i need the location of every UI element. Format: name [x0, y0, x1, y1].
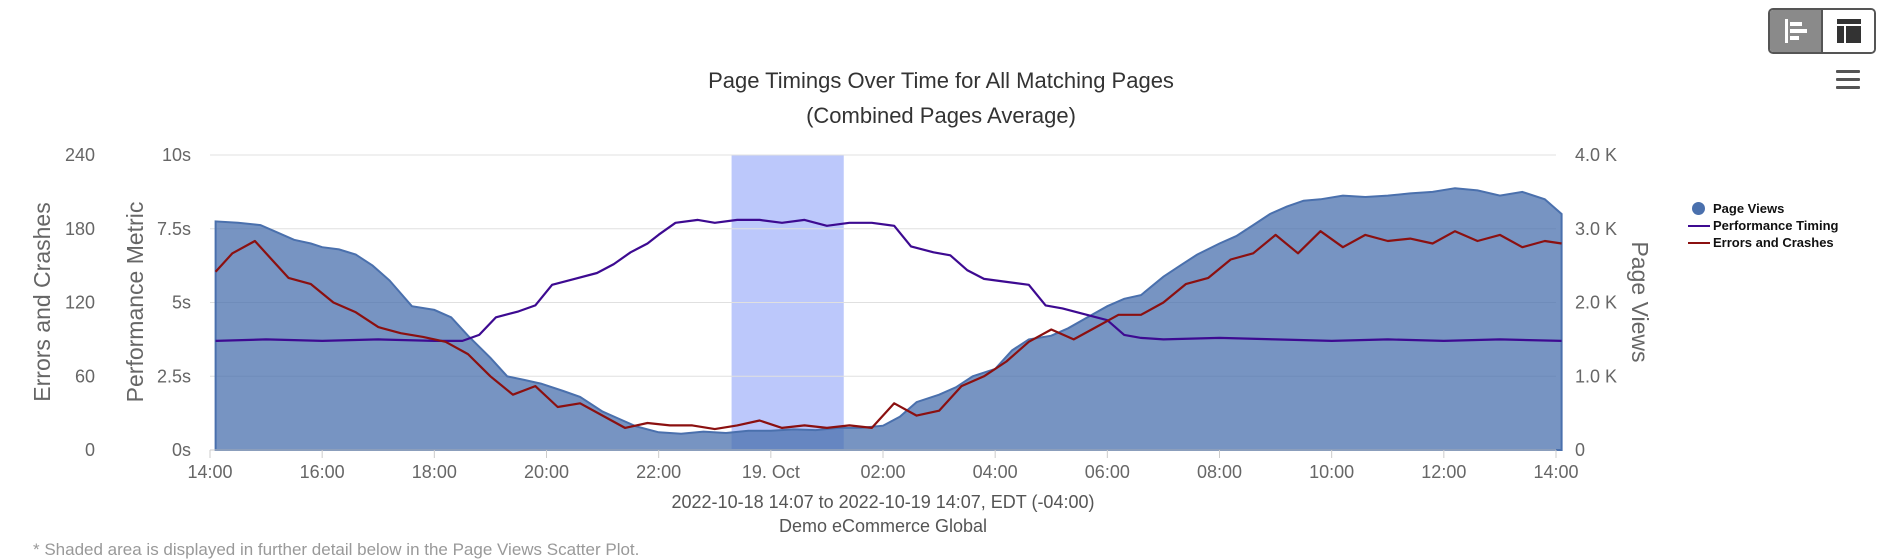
hamburger-menu-icon[interactable]: [1836, 70, 1860, 90]
x-tick-label: 20:00: [524, 462, 569, 482]
y-tick-label-errors: 120: [65, 293, 95, 313]
y-tick-label-errors: 240: [65, 145, 95, 165]
y-tick-label-performance: 10s: [162, 145, 191, 165]
y-axis-title-errors: Errors and Crashes: [29, 202, 55, 401]
table-view-button[interactable]: [1821, 10, 1874, 52]
legend-label-performance: Performance Timing: [1713, 218, 1839, 233]
y-tick-label-performance: 0s: [172, 440, 191, 460]
x-tick-label: 18:00: [412, 462, 457, 482]
y-axis-title-page-views: Page Views: [1627, 241, 1653, 362]
y-tick-label-page-views: 3.0 K: [1575, 219, 1617, 239]
x-axis-caption-2: Demo eCommerce Global: [779, 516, 987, 536]
y-tick-label-page-views: 0: [1575, 440, 1585, 460]
series-line-errors-and-crashes: [214, 230, 1562, 431]
x-tick-label: 06:00: [1085, 462, 1130, 482]
legend-line-errors: [1688, 241, 1710, 244]
legend-label-errors: Errors and Crashes: [1713, 235, 1834, 250]
x-tick-label: 14:00: [1533, 462, 1578, 482]
x-tick-label: 22:00: [636, 462, 681, 482]
y-tick-label-errors: 60: [75, 366, 95, 386]
x-tick-label: 10:00: [1309, 462, 1354, 482]
legend-dot-page-views: [1692, 202, 1705, 215]
legend-item-performance[interactable]: Performance Timing: [1688, 217, 1838, 234]
y-tick-label-performance: 2.5s: [157, 366, 191, 386]
y-tick-label-errors: 180: [65, 219, 95, 239]
y-tick-label-errors: 0: [85, 440, 95, 460]
x-axis-caption: 2022-10-18 14:07 to 2022-10-19 14:07, ED…: [672, 492, 1095, 512]
legend-label-page-views: Page Views: [1713, 201, 1785, 216]
legend-item-errors[interactable]: Errors and Crashes: [1688, 234, 1838, 251]
layout-grid-icon: [1836, 19, 1861, 43]
y-tick-label-performance: 7.5s: [157, 219, 191, 239]
legend-item-page-views[interactable]: Page Views: [1688, 200, 1838, 217]
series-area-page-views: [214, 187, 1563, 451]
view-toggle: [1768, 8, 1876, 54]
x-tick-label: 08:00: [1197, 462, 1242, 482]
y-tick-label-page-views: 4.0 K: [1575, 145, 1617, 165]
y-tick-label-page-views: 2.0 K: [1575, 293, 1617, 313]
y-axis-title-performance: Performance Metric: [122, 202, 148, 403]
chart-legend: Page Views Performance Timing Errors and…: [1688, 200, 1838, 251]
x-tick-label: 12:00: [1421, 462, 1466, 482]
y-tick-label-page-views: 1.0 K: [1575, 366, 1617, 386]
legend-line-performance: [1688, 224, 1710, 227]
chart-title: Page Timings Over Time for All Matching …: [708, 68, 1174, 93]
chart-subtitle: (Combined Pages Average): [806, 103, 1076, 128]
x-tick-label: 16:00: [300, 462, 345, 482]
footnote: * Shaded area is displayed in further de…: [33, 540, 640, 559]
x-tick-label: 04:00: [973, 462, 1018, 482]
x-tick-label: 14:00: [187, 462, 232, 482]
x-tick-label: 19. Oct: [742, 462, 800, 482]
series-line-performance-timing: [215, 218, 1562, 342]
y-tick-label-performance: 5s: [172, 293, 191, 313]
horizontal-bars-icon: [1784, 19, 1807, 43]
chart-view-button[interactable]: [1770, 10, 1821, 52]
x-tick-label: 02:00: [860, 462, 905, 482]
